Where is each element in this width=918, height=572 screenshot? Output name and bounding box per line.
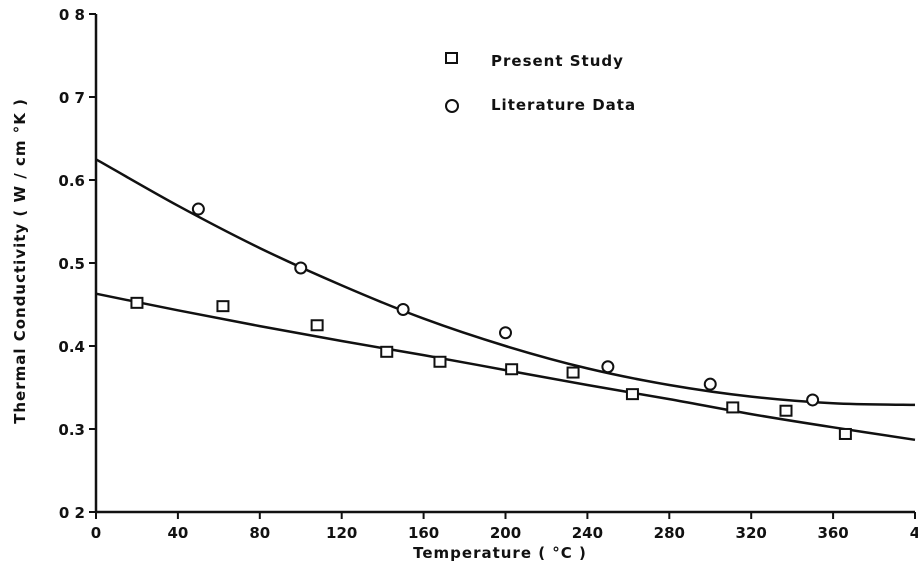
- present-study-point: [779, 404, 793, 417]
- present-study-point: [566, 366, 580, 379]
- legend-circle-marker: [445, 99, 459, 113]
- present-study-point: [380, 345, 394, 358]
- legend-label-literature-data: Literature Data: [491, 96, 636, 114]
- y-tick-label: 0 7: [59, 89, 85, 107]
- literature-data-point: [703, 377, 717, 391]
- x-tick-label: 320: [736, 524, 767, 542]
- y-tick-label: 0 2: [59, 504, 85, 522]
- literature-data-point: [806, 393, 820, 407]
- present-study-point: [310, 319, 324, 332]
- x-tick-label: 360: [817, 524, 848, 542]
- literature-data-fit-line: [95, 158, 916, 407]
- literature-data-point: [294, 261, 308, 275]
- present-study-point: [505, 363, 519, 376]
- x-tick-label: 4: [910, 524, 918, 542]
- x-tick-label: 200: [490, 524, 521, 542]
- present-study-point: [726, 401, 740, 414]
- literature-data-point: [396, 302, 410, 316]
- y-tick-label: 0.6: [58, 172, 85, 190]
- present-study-point: [433, 355, 447, 368]
- present-study-point: [625, 388, 639, 401]
- x-tick-label: 80: [249, 524, 270, 542]
- x-tick-label: 120: [326, 524, 357, 542]
- present-study-point: [130, 296, 144, 309]
- axes: 0 40 80 120 160 200 240 280 320 360 4 0 2 0.3 0.4 0.5 0…: [58, 6, 918, 542]
- literature-data-point: [191, 202, 205, 216]
- y-axis-label: Thermal Conductivity ( W / cm °K ): [11, 98, 29, 424]
- x-tick-label: 0: [91, 524, 101, 542]
- fit-curves: [95, 158, 916, 442]
- present-study-point: [838, 427, 852, 440]
- literature-data-point: [499, 326, 512, 340]
- legend-label-present-study: Present Study: [491, 52, 624, 70]
- x-tick-label: 40: [167, 524, 188, 542]
- x-tick-label: 160: [408, 524, 439, 542]
- x-axis-label: Temperature ( °C ): [413, 544, 587, 562]
- data-points: [130, 202, 852, 440]
- y-tick-label: 0.3: [58, 421, 85, 439]
- legend: Present Study Literature Data: [445, 52, 636, 114]
- literature-data-point: [601, 360, 615, 374]
- y-tick-label: 0.5: [58, 255, 85, 273]
- legend-square-marker: [445, 52, 458, 64]
- present-study-point: [216, 300, 230, 313]
- y-tick-label: 0.4: [58, 338, 85, 356]
- x-tick-label: 280: [654, 524, 685, 542]
- x-tick-label: 240: [572, 524, 603, 542]
- y-tick-label: 0 8: [59, 6, 85, 24]
